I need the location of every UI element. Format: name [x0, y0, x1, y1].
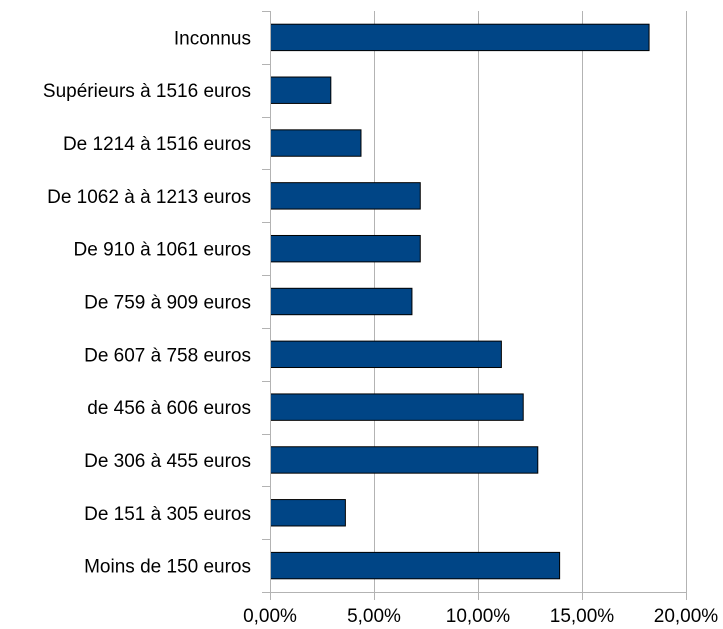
category-label: De 151 à 305 euros: [84, 504, 251, 525]
category-label: De 1214 à 1516 euros: [63, 134, 251, 155]
bars: [270, 23, 650, 580]
x-tick-label: 5,00%: [347, 606, 401, 627]
bar: [270, 340, 502, 369]
category-label: Supérieurs à 1516 euros: [43, 81, 251, 102]
gridlines: [374, 11, 687, 592]
bar: [270, 393, 524, 421]
x-tick-labels: 0,00% 5,00% 10,00% 15,00% 20,00%: [243, 606, 718, 627]
bar: [270, 499, 346, 527]
bar: [270, 182, 421, 210]
bar: [270, 287, 413, 316]
category-labels: Inconnus Supérieurs à 1516 euros De 1214 à…: [43, 28, 251, 577]
category-label: De 910 à 1061 euros: [74, 240, 251, 261]
category-label: De 1062 à à 1213 euros: [47, 187, 251, 208]
category-label: De 607 à 758 euros: [84, 345, 251, 366]
x-tick-label: 15,00%: [550, 606, 615, 627]
category-label: De 759 à 909 euros: [84, 293, 251, 314]
category-label: De 306 à 455 euros: [84, 451, 251, 472]
category-label: de 456 à 606 euros: [87, 398, 251, 419]
x-tick-label: 20,00%: [654, 606, 719, 627]
bar: [270, 76, 332, 104]
axes: [262, 11, 687, 600]
bar: [270, 23, 650, 52]
bar: [270, 129, 362, 157]
bar: [270, 446, 539, 474]
category-label: Moins de 150 euros: [84, 557, 251, 578]
bar: [270, 234, 421, 263]
category-label: Inconnus: [174, 28, 251, 49]
x-tick-label: 0,00%: [243, 606, 297, 627]
x-tick-label: 10,00%: [446, 606, 511, 627]
bar: [270, 551, 561, 580]
